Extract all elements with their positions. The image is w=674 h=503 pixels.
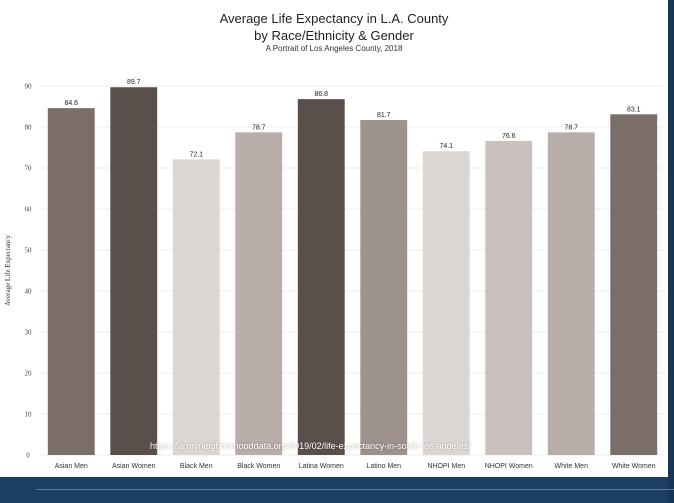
y-tick-label: 20 <box>25 370 33 378</box>
data-label: 78.7 <box>252 124 266 131</box>
x-tick-label: Latina Women <box>299 463 344 470</box>
data-label: 72.1 <box>189 151 203 158</box>
chart-subtitle: by Race/Ethnicity & Gender <box>254 28 414 43</box>
x-tick-label: Black Men <box>180 463 213 470</box>
y-tick-label: 0 <box>26 452 30 460</box>
x-tick-label: White Men <box>555 463 589 470</box>
data-label: 83.1 <box>627 106 641 113</box>
y-tick-label: 70 <box>25 165 33 173</box>
data-label: 78.7 <box>564 124 578 131</box>
page-divider <box>36 489 674 490</box>
bar <box>485 140 533 455</box>
data-label: 86.8 <box>314 91 328 98</box>
y-tick-label: 40 <box>25 288 33 296</box>
bar <box>47 108 95 455</box>
bar <box>297 99 345 456</box>
bar <box>422 151 470 455</box>
bar <box>360 120 408 455</box>
x-tick-label: NHOPI Men <box>427 463 465 470</box>
chart-title: Average Life Expectancy in L.A. County <box>219 11 449 26</box>
y-tick-label: 30 <box>25 329 33 337</box>
y-tick-label: 10 <box>25 411 33 419</box>
x-tick-label: Black Women <box>237 463 280 470</box>
chart-panel: Average Life Expectancy in L.A. County b… <box>0 0 668 477</box>
page-side-band <box>668 0 674 503</box>
y-tick-label: 90 <box>25 83 33 91</box>
bar <box>235 132 283 455</box>
x-tick-label: Latino Men <box>366 463 401 470</box>
x-tick-label: White Women <box>612 463 656 470</box>
y-tick-label: 50 <box>25 247 33 255</box>
y-tick-label: 60 <box>25 206 33 214</box>
x-tick-label: Asian Women <box>112 463 156 470</box>
source-watermark: https://la.myneighborhooddata.org/2019/0… <box>150 441 471 451</box>
data-label: 74.1 <box>439 143 453 150</box>
chart-caption: A Portrait of Los Angeles County, 2018 <box>265 44 403 53</box>
y-axis-label: Average Life Expectancy <box>4 235 12 306</box>
bar <box>172 159 220 455</box>
y-tick-label: 80 <box>25 124 33 132</box>
data-label: 89.7 <box>127 79 141 86</box>
bar <box>547 132 595 455</box>
bar-chart: 0 10 20 30 40 50 60 70 80 90 Average Life Expectan… <box>4 79 665 470</box>
data-label: 76.6 <box>502 133 516 140</box>
x-tick-label: NHOPI Women <box>485 463 533 470</box>
x-tick-label: Asian Men <box>55 463 88 470</box>
bar <box>610 114 658 455</box>
bar <box>110 87 158 455</box>
data-label: 84.6 <box>64 100 78 107</box>
data-label: 81.7 <box>377 112 391 119</box>
